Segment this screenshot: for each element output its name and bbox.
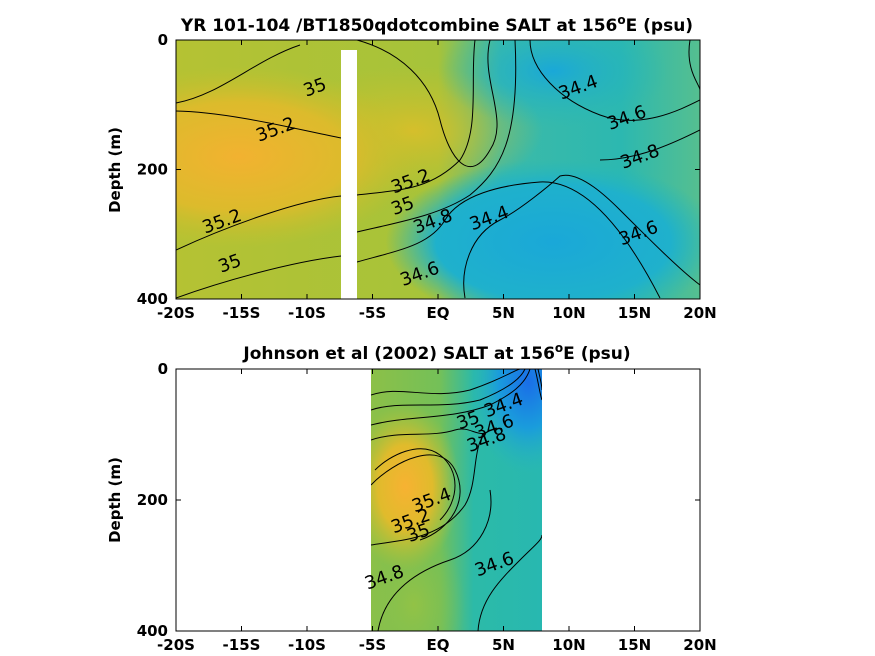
contour-line	[176, 44, 301, 104]
x-tick-label: 20N	[683, 636, 716, 654]
contour-line	[176, 110, 342, 139]
no-data-band	[341, 50, 357, 299]
contour-line	[356, 40, 476, 196]
contour-line	[537, 369, 542, 391]
top-x-axis: -20S -15S -10S -5S EQ 5N 10N 15N 20N	[157, 40, 717, 322]
y-tick-label: 400	[137, 290, 168, 308]
x-tick-label: -5S	[359, 636, 386, 654]
y-tick-label: 200	[137, 161, 168, 179]
bottom-y-axis-label: Depth (m)	[106, 457, 124, 543]
x-tick-label: 5N	[492, 636, 515, 654]
contour-line	[371, 369, 521, 396]
x-tick-label: -15S	[223, 636, 261, 654]
x-tick-label: -20S	[157, 636, 195, 654]
x-tick-label: EQ	[427, 304, 450, 322]
contour-line	[599, 129, 700, 161]
x-tick-label: EQ	[427, 636, 450, 654]
x-tick-label: 10N	[552, 636, 585, 654]
x-tick-label: 10N	[552, 304, 585, 322]
bottom-panel-title: Johnson et al (2002) SALT at 156oE (psu)	[242, 341, 630, 364]
contour-line	[371, 369, 531, 426]
x-tick-label: -10S	[288, 636, 326, 654]
contour-line	[356, 40, 517, 233]
contour-line	[356, 40, 498, 168]
x-tick-label: -20S	[157, 304, 195, 322]
y-tick-label: 0	[158, 360, 168, 378]
top-panel-title: YR 101-104 /BT1850qdotcombine SALT at 15…	[180, 13, 693, 36]
x-tick-label: 20N	[683, 304, 716, 322]
bottom-y-axis: 0 200 400	[137, 360, 700, 640]
contour-line	[534, 369, 542, 401]
y-tick-label: 0	[158, 31, 168, 49]
contour-line	[356, 181, 661, 299]
top-panel: YR 101-104 /BT1850qdotcombine SALT at 15…	[106, 13, 717, 322]
top-heatmap-field	[176, 40, 700, 299]
bottom-panel: Johnson et al (2002) SALT at 156oE (psu)…	[106, 341, 717, 654]
top-y-axis-label: Depth (m)	[106, 127, 124, 213]
contour-line	[374, 448, 456, 521]
contour-line	[377, 489, 492, 631]
x-tick-label: -5S	[359, 304, 386, 322]
x-tick-label: 15N	[618, 304, 651, 322]
contour-line	[371, 428, 491, 441]
x-tick-label: 5N	[492, 304, 515, 322]
y-tick-label: 200	[137, 491, 168, 509]
y-tick-label: 400	[137, 622, 168, 640]
contour-line	[371, 369, 526, 411]
contour-line	[477, 534, 542, 631]
contour-line	[529, 40, 700, 121]
contour-line	[176, 195, 342, 251]
contour-line	[463, 174, 700, 299]
x-tick-label: -10S	[288, 304, 326, 322]
bottom-heatmap-field	[371, 369, 542, 631]
x-tick-label: 15N	[618, 636, 651, 654]
top-y-axis: 0 200 400	[137, 31, 700, 308]
contour-line	[371, 429, 491, 546]
contour-line	[176, 255, 342, 299]
x-tick-label: -15S	[223, 304, 261, 322]
bottom-x-axis: -20S -15S -10S -5S EQ 5N 10N 15N 20N	[157, 369, 717, 654]
